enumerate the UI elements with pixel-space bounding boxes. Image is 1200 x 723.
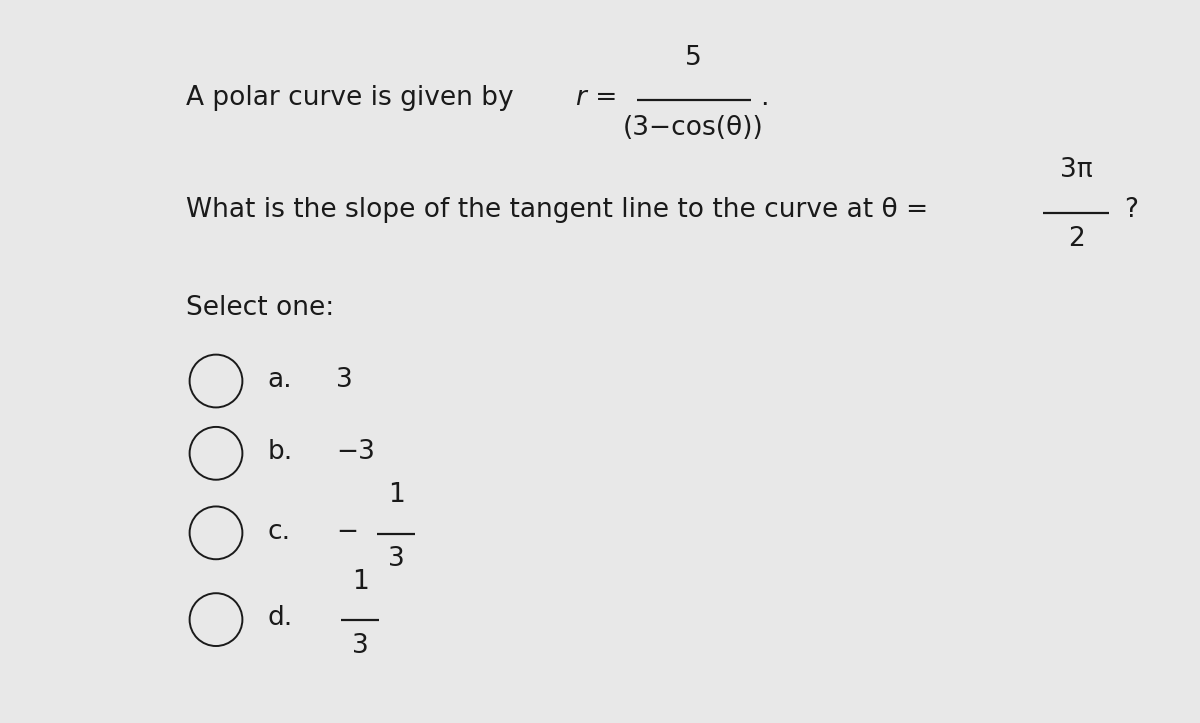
Text: −: − (336, 518, 358, 544)
Text: d.: d. (268, 605, 293, 631)
Text: 3: 3 (352, 633, 368, 659)
Text: (3−cos(θ)): (3−cos(θ)) (623, 115, 764, 141)
Text: .: . (761, 85, 769, 111)
Text: 2: 2 (1068, 226, 1085, 252)
Text: a.: a. (268, 367, 293, 393)
Text: 1: 1 (388, 482, 404, 508)
Text: 3: 3 (388, 546, 404, 572)
Text: 3: 3 (336, 367, 353, 393)
Text: What is the slope of the tangent line to the curve at θ =: What is the slope of the tangent line to… (186, 197, 928, 223)
Text: 3π: 3π (1060, 157, 1093, 183)
Text: −3: −3 (336, 439, 374, 465)
Text: c.: c. (268, 518, 290, 544)
Text: r =: r = (576, 85, 617, 111)
Text: A polar curve is given by: A polar curve is given by (186, 85, 522, 111)
Text: 1: 1 (352, 569, 368, 595)
Text: Select one:: Select one: (186, 294, 335, 320)
Text: b.: b. (268, 439, 293, 465)
Text: 5: 5 (685, 45, 702, 71)
Text: ?: ? (1123, 197, 1138, 223)
